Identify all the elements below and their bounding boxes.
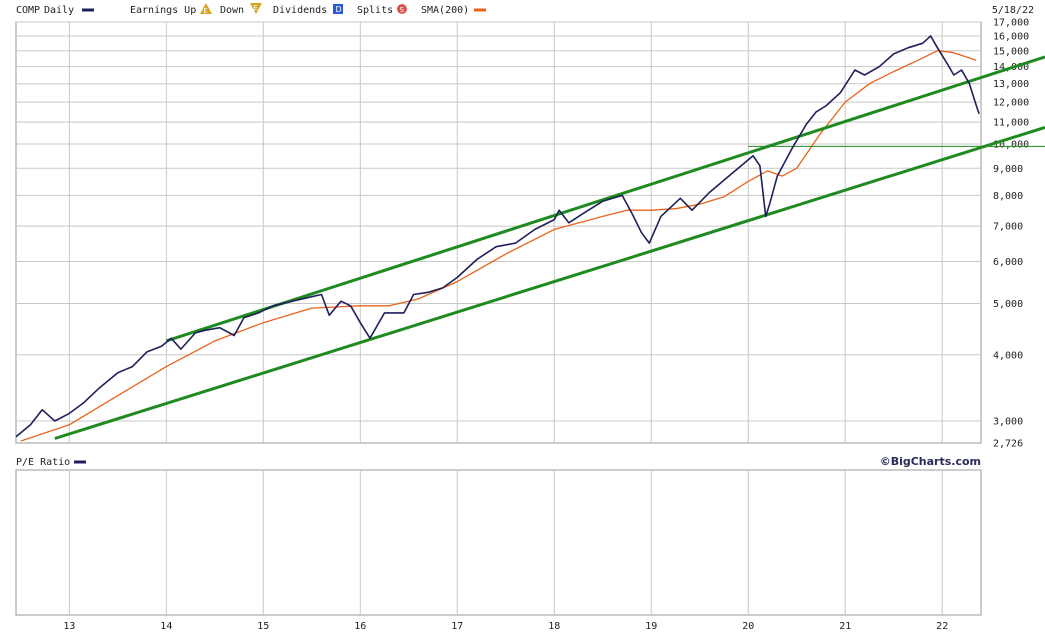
series-layer — [15, 35, 1045, 442]
price-legend-swatch — [82, 8, 94, 12]
pe-vertical-grid — [68, 470, 943, 615]
period-label: Daily — [44, 5, 74, 16]
splits-label: Splits — [357, 5, 393, 16]
earnings-down-icon: E — [250, 3, 262, 14]
x-tick-label: 17 — [451, 621, 463, 632]
pe-panel-header: P/E Ratio ©BigCharts.com — [16, 455, 981, 468]
price-line — [15, 35, 980, 438]
price-axis: 17,00016,00015,00014,00013,00012,00011,0… — [993, 18, 1029, 450]
x-tick-label: 22 — [936, 621, 948, 632]
date-label: 5/18/22 — [992, 5, 1034, 16]
y-tick-label: 10,000 — [993, 140, 1029, 151]
y-tick-label: 16,000 — [993, 31, 1029, 42]
pe-legend-swatch — [74, 460, 86, 464]
x-tick-label: 16 — [354, 621, 366, 632]
earnings-up-label: Earnings Up — [130, 5, 196, 16]
earnings-down-icon-letter: E — [253, 4, 257, 12]
earnings-up-icon-letter: E — [203, 7, 207, 15]
x-tick-label: 14 — [160, 621, 172, 632]
x-tick-label: 20 — [742, 621, 754, 632]
splits-icon: S — [397, 4, 407, 14]
earnings-down-label: Down — [220, 5, 244, 16]
y-tick-label: 7,000 — [993, 222, 1023, 233]
upper-trendline — [165, 55, 1045, 343]
dividends-label: Dividends — [273, 5, 327, 16]
splits-icon-letter: S — [400, 6, 405, 14]
dividends-icon-letter: D — [336, 5, 342, 14]
pe-ratio-label: P/E Ratio — [16, 457, 70, 468]
sma-label: SMA(200) — [421, 5, 469, 16]
x-tick-label: 13 — [63, 621, 75, 632]
dividends-icon: D — [333, 4, 343, 14]
x-tick-label: 19 — [645, 621, 657, 632]
pe-panel — [15, 469, 982, 616]
earnings-up-icon: E — [200, 3, 212, 15]
sma-line — [20, 50, 977, 442]
y-tick-label: 8,000 — [993, 191, 1023, 202]
horizontal-grid — [16, 21, 981, 422]
y-tick-label: 12,000 — [993, 98, 1029, 109]
y-tick-label: 3,000 — [993, 416, 1023, 427]
sma-legend-swatch — [474, 8, 486, 12]
y-tick-label: 11,000 — [993, 118, 1029, 129]
y-tick-label: 17,000 — [993, 18, 1029, 29]
y-tick-label: 2,726 — [993, 439, 1023, 450]
x-tick-label: 18 — [548, 621, 560, 632]
legend-bar: COMP Daily Earnings Up E Down E Dividend… — [16, 3, 1034, 16]
y-tick-label: 6,000 — [993, 257, 1023, 268]
lower-trendline — [54, 125, 1045, 440]
bigcharts-brand: ©BigCharts.com — [880, 455, 981, 468]
x-tick-label: 15 — [257, 621, 269, 632]
y-tick-label: 15,000 — [993, 46, 1029, 57]
y-tick-label: 9,000 — [993, 164, 1023, 175]
symbol-label: COMP — [16, 5, 40, 16]
y-tick-label: 5,000 — [993, 299, 1023, 310]
y-tick-label: 4,000 — [993, 350, 1023, 361]
y-tick-label: 13,000 — [993, 79, 1029, 90]
time-axis: 13 14 15 16 17 18 19 20 21 22 — [63, 621, 948, 632]
x-tick-label: 21 — [839, 621, 851, 632]
